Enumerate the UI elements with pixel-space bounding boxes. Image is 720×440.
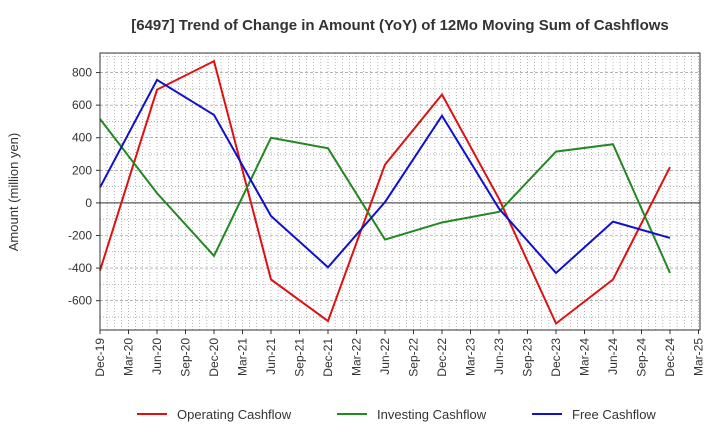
x-tick-label: Sep-21 xyxy=(293,338,307,377)
x-tick-label: Dec-20 xyxy=(207,338,221,377)
y-tick-label: -200 xyxy=(68,228,92,242)
legend-label-investing-cashflow: Investing Cashflow xyxy=(377,407,487,422)
series-line-investing-cashflow xyxy=(99,118,671,274)
x-tick-label: Dec-23 xyxy=(549,338,563,377)
x-tick-label: Jun-20 xyxy=(150,338,164,375)
grid xyxy=(99,53,700,330)
y-tick-label: 0 xyxy=(85,196,92,210)
x-tick-label: Sep-23 xyxy=(521,338,535,377)
series-group xyxy=(99,59,671,326)
x-tick-label: Mar-25 xyxy=(692,338,706,376)
x-tick-label: Dec-21 xyxy=(321,338,335,377)
x-tick-label: Mar-20 xyxy=(122,338,136,376)
x-tick-label: Jun-21 xyxy=(264,338,278,375)
x-tick-label: Sep-24 xyxy=(635,338,649,377)
x-tick-label: Mar-24 xyxy=(578,338,592,376)
x-tick-label: Dec-22 xyxy=(435,338,449,377)
x-tick-label: Jun-24 xyxy=(606,338,620,375)
y-tick-label: 600 xyxy=(72,98,92,112)
x-ticks: Dec-19 Mar-20 Jun-20 Sep-20 Dec-20 Mar-21 Jun-… xyxy=(93,330,706,377)
x-tick-label: Mar-22 xyxy=(350,338,364,376)
y-tick-label: 800 xyxy=(72,66,92,80)
x-tick-label: Mar-21 xyxy=(236,338,250,376)
y-axis-label: Amount (million yen) xyxy=(6,133,21,252)
legend-label-operating-cashflow: Operating Cashflow xyxy=(177,407,292,422)
x-tick-label: Jun-22 xyxy=(378,338,392,375)
x-tick-label: Jun-23 xyxy=(492,338,506,375)
x-tick-label: Mar-23 xyxy=(464,338,478,376)
y-tick-label: -400 xyxy=(68,261,92,275)
x-tick-label: Sep-22 xyxy=(407,338,421,377)
y-tick-label: 400 xyxy=(72,131,92,145)
plot-frame xyxy=(99,52,701,331)
y-ticks: -600 -400 -200 0 200 400 600 800 xyxy=(68,66,100,308)
x-tick-label: Dec-24 xyxy=(663,338,677,377)
x-tick-label: Sep-20 xyxy=(179,338,193,377)
chart-title: [6497] Trend of Change in Amount (YoY) o… xyxy=(131,17,669,34)
x-tick-label: Dec-19 xyxy=(93,338,107,377)
legend: Operating Cashflow Investing Cashflow Free… xyxy=(137,407,656,422)
y-tick-label: 200 xyxy=(72,163,92,177)
legend-label-free-cashflow: Free Cashflow xyxy=(572,407,656,422)
y-tick-label: -600 xyxy=(68,294,92,308)
